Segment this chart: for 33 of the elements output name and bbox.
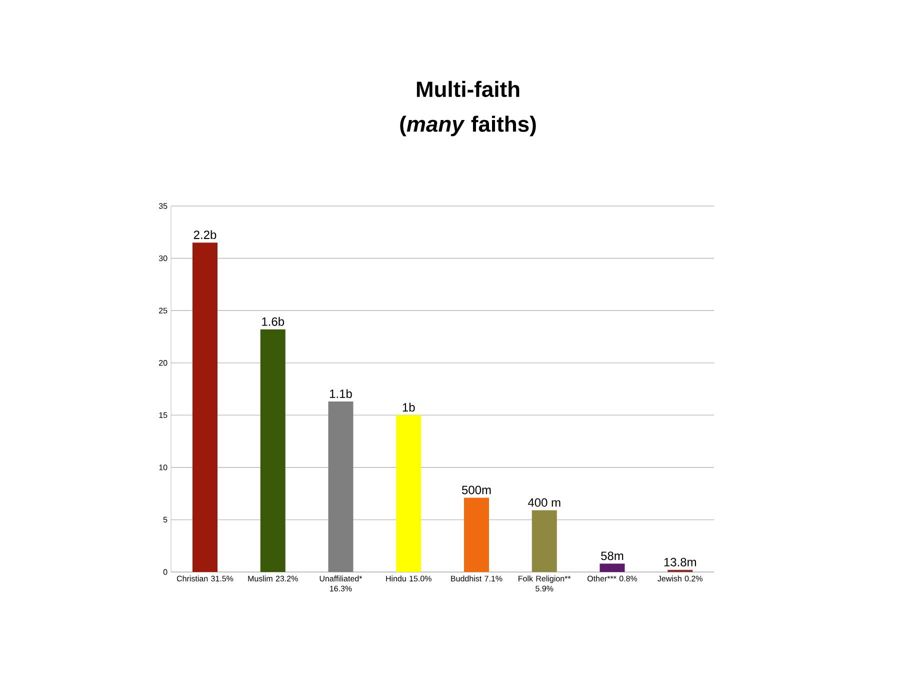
annotation: 1.1b	[330, 389, 352, 398]
bar	[464, 498, 490, 572]
x-tick-label: Unaffiliated* 16.3%	[320, 576, 362, 592]
x-tick-label: Muslim 23.2%	[248, 576, 298, 582]
bar	[328, 402, 354, 572]
y-tick-label: 35	[158, 203, 168, 209]
y-tick-label: 0	[163, 569, 168, 575]
y-tick-label: 5	[163, 516, 168, 523]
x-tick-label: Christian 31.5%	[176, 576, 234, 582]
y-tick-label: 10	[159, 464, 168, 470]
y-tick-label: 15	[159, 412, 168, 418]
annotation: 58m	[601, 552, 624, 560]
x-tick-label: Buddhist 7.1%	[451, 576, 502, 582]
bar	[396, 415, 422, 572]
annotation: 500m	[462, 486, 491, 494]
annotation: 2.2b	[194, 230, 216, 240]
x-tick-label: Folk Religion** 5.9%	[518, 576, 571, 592]
annotation: 400 m	[528, 498, 560, 507]
bar	[532, 510, 557, 572]
x-tick-label: Other*** 0.8%	[588, 576, 638, 582]
annotation: 1.6b	[262, 317, 284, 326]
annotation: 1b	[402, 402, 415, 412]
chart-subtitle: (many faiths)	[400, 116, 536, 136]
bar	[600, 564, 625, 572]
y-tick-label: 20	[159, 360, 168, 366]
bar	[192, 242, 218, 572]
annotation: 13.8m	[664, 558, 696, 566]
bar	[260, 329, 286, 572]
chart-title: Multi-faith	[416, 80, 520, 98]
y-tick-label: 30	[158, 255, 168, 262]
x-tick-label: Hindu 15.0%	[386, 576, 432, 582]
y-tick-label: 25	[159, 308, 168, 314]
x-tick-label: Jewish 0.2%	[658, 576, 703, 582]
